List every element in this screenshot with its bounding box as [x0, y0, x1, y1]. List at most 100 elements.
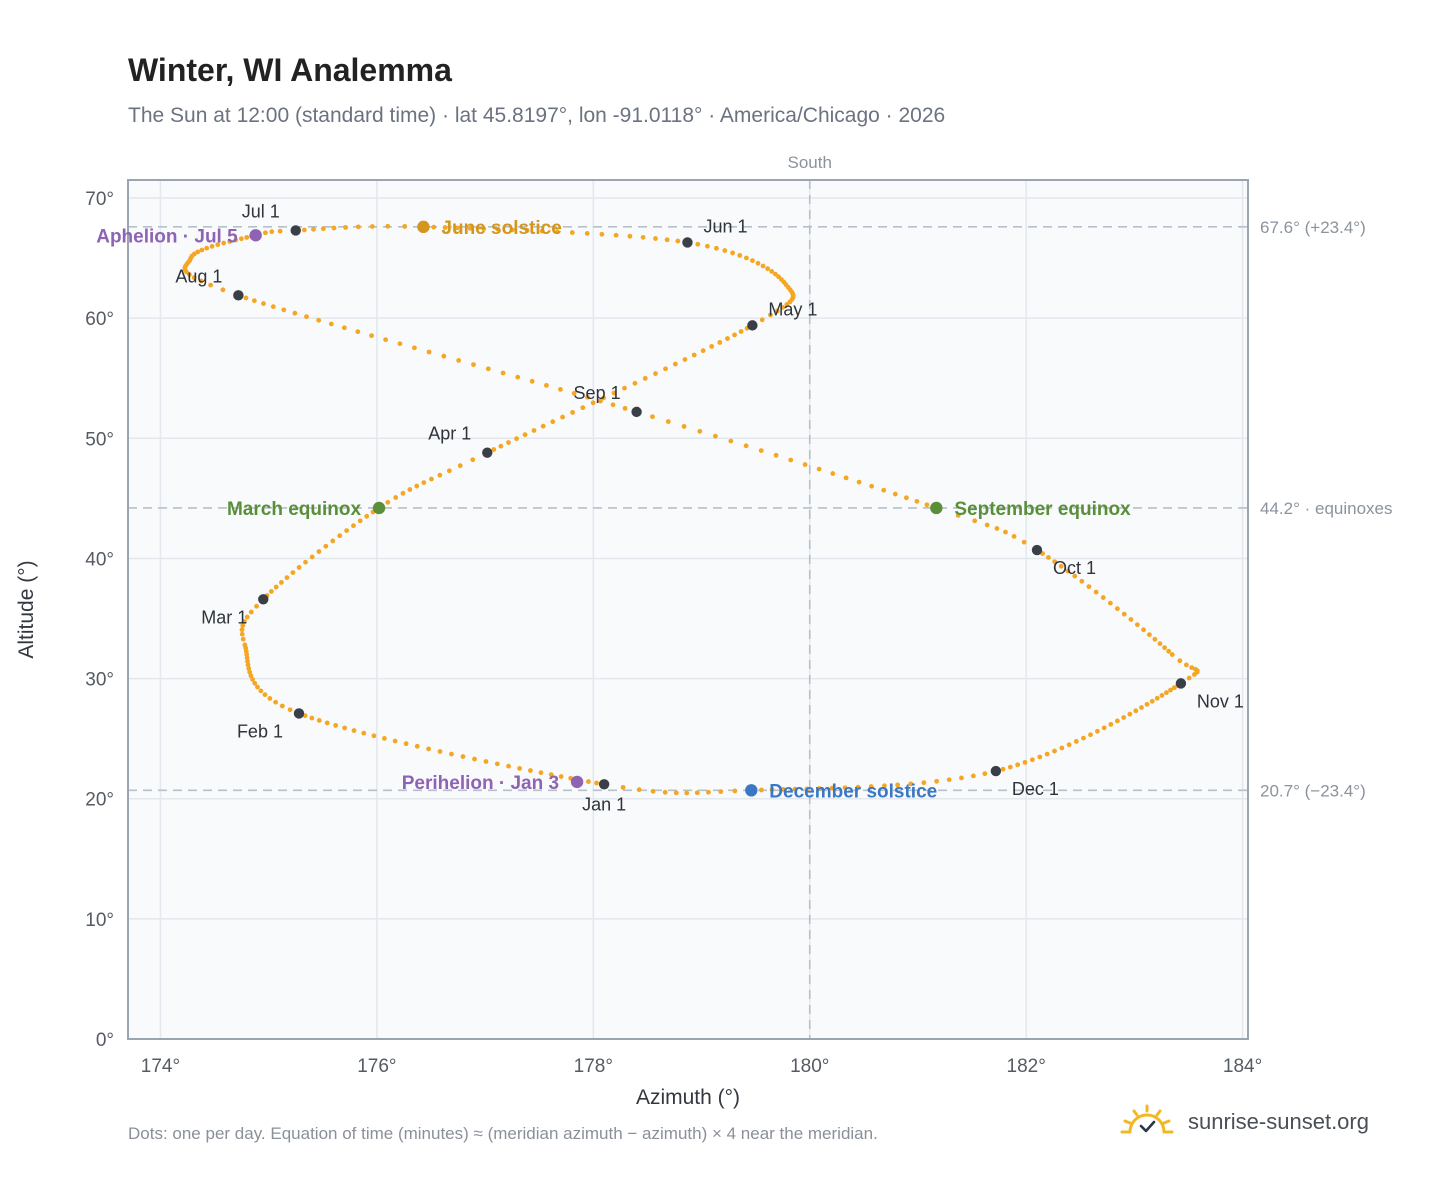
daily-dot — [946, 777, 952, 783]
daily-dot — [1065, 568, 1071, 574]
month-label: Oct 1 — [1053, 558, 1096, 578]
daily-dot — [509, 227, 515, 233]
reference-label: 20.7° (−23.4°) — [1260, 781, 1366, 800]
daily-dot — [446, 468, 452, 474]
daily-dot — [220, 287, 226, 293]
daily-dot — [1152, 636, 1158, 642]
daily-dot — [1021, 539, 1027, 545]
daily-dot — [743, 443, 749, 449]
daily-dot — [1168, 687, 1173, 693]
daily-dot — [1029, 757, 1035, 763]
x-tick-label: 180° — [790, 1056, 829, 1077]
daily-dot — [402, 224, 408, 229]
daily-dot — [449, 751, 454, 757]
daily-dot — [268, 589, 274, 594]
daily-dot — [586, 779, 591, 784]
daily-dot — [500, 370, 506, 376]
daily-dot — [718, 789, 724, 795]
month-marker — [1175, 678, 1187, 689]
daily-dot — [681, 424, 687, 429]
daily-dot — [483, 759, 489, 764]
daily-dot — [774, 308, 780, 314]
daily-dot — [460, 754, 466, 759]
daily-dot — [1022, 759, 1028, 765]
daily-dot — [199, 247, 205, 253]
daily-dot — [531, 428, 537, 433]
daily-dot — [895, 782, 901, 788]
daily-dot — [697, 428, 703, 434]
brand-link[interactable]: sunrise-sunset.org — [1120, 1102, 1369, 1142]
daily-dot — [278, 580, 284, 585]
month-label: Feb 1 — [237, 721, 283, 741]
daily-dot — [732, 332, 737, 338]
daily-dot — [924, 502, 930, 508]
daily-dot — [515, 374, 521, 380]
daily-dot — [437, 749, 443, 754]
daily-dot — [244, 235, 250, 240]
daily-dot — [584, 230, 590, 236]
chart-subtitle: The Sun at 12:00 (standard time) · lat 4… — [128, 104, 946, 127]
daily-dot — [773, 452, 779, 458]
daily-dot — [892, 491, 898, 497]
daily-dot — [426, 349, 432, 355]
daily-dot — [262, 230, 268, 236]
daily-dot — [270, 304, 276, 310]
daily-dot — [385, 499, 391, 505]
daily-dot — [397, 341, 403, 347]
daily-dot — [517, 765, 522, 771]
month-label: Jan 1 — [582, 794, 626, 814]
daily-dot — [627, 233, 633, 239]
daily-dot — [1162, 645, 1167, 651]
daily-dot — [738, 329, 744, 334]
daily-dot — [694, 790, 700, 796]
daily-dot — [580, 405, 586, 411]
daily-dot — [804, 786, 810, 792]
daily-dot — [816, 466, 822, 472]
daily-dot — [357, 518, 363, 524]
daily-dot — [1149, 698, 1155, 704]
daily-dot — [245, 662, 251, 668]
daily-dot — [1154, 695, 1160, 701]
y-tick-label: 0° — [96, 1030, 114, 1051]
daily-dot — [240, 636, 246, 642]
daily-dot — [869, 483, 875, 489]
daily-dot — [251, 298, 257, 304]
daily-dot — [730, 250, 735, 256]
daily-dot — [494, 761, 500, 767]
daily-dot — [1139, 705, 1144, 710]
daily-dot — [472, 756, 477, 762]
daily-dot — [650, 414, 655, 420]
daily-dot — [290, 570, 296, 575]
daily-dot — [412, 345, 417, 351]
daily-dot — [246, 665, 252, 671]
daily-dot — [491, 447, 497, 452]
daily-dot — [558, 387, 563, 392]
daily-dot — [560, 414, 565, 420]
daily-dot — [215, 242, 221, 248]
daily-dot — [1095, 728, 1100, 734]
daily-dot — [393, 495, 399, 500]
month-marker — [293, 708, 305, 719]
daily-dot — [244, 614, 250, 620]
daily-dot — [544, 382, 549, 388]
daily-dot — [311, 226, 316, 232]
daily-dot — [700, 348, 706, 354]
daily-dot — [780, 787, 786, 792]
daily-dot — [1044, 751, 1050, 757]
daily-dot — [333, 723, 339, 728]
daily-dot — [239, 627, 245, 633]
daily-dot — [1052, 559, 1058, 565]
daily-dot — [759, 787, 764, 793]
daily-dot — [802, 462, 808, 467]
daily-dot — [653, 236, 658, 241]
daily-dot — [1144, 701, 1150, 707]
daily-dot — [414, 743, 420, 749]
daily-dot — [369, 333, 374, 339]
daily-dot — [830, 471, 836, 476]
event-label: June solstice — [441, 218, 561, 239]
y-tick-label: 50° — [85, 429, 114, 450]
daily-dot — [955, 512, 961, 518]
daily-dot — [610, 402, 616, 408]
daily-dot — [855, 784, 861, 790]
daily-dot — [341, 325, 347, 331]
